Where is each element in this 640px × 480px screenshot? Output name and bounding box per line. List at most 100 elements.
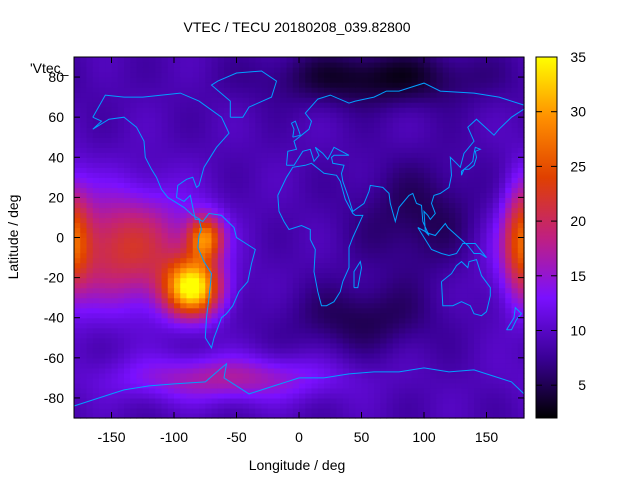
heatmap-cell: [405, 337, 413, 344]
heatmap-cell: [255, 217, 263, 224]
heatmap-cell: [180, 147, 188, 153]
heatmap-cell: [311, 187, 319, 193]
heatmap-cell: [342, 177, 350, 183]
heatmap-cell: [449, 262, 456, 269]
heatmap-cell: [286, 372, 294, 379]
heatmap-cell: [292, 107, 300, 113]
heatmap-cell: [292, 97, 300, 103]
heatmap-cell: [161, 192, 169, 198]
heatmap-cell: [105, 257, 113, 264]
heatmap-cell: [242, 177, 250, 183]
heatmap-cell: [136, 117, 144, 123]
heatmap-cell: [149, 147, 156, 153]
heatmap-cell: [311, 122, 319, 128]
heatmap-cell: [505, 292, 513, 299]
heatmap-cell: [299, 272, 306, 279]
heatmap-cell: [117, 182, 125, 188]
heatmap-cell: [105, 287, 113, 294]
heatmap-cell: [517, 77, 525, 83]
heatmap-cell: [342, 207, 350, 214]
heatmap-cell: [199, 287, 206, 294]
heatmap-cell: [305, 117, 313, 123]
heatmap-cell: [124, 77, 131, 83]
heatmap-cell: [136, 317, 144, 324]
heatmap-cell: [86, 222, 94, 229]
heatmap-cell: [180, 342, 188, 349]
heatmap-cell: [511, 77, 519, 83]
heatmap-cell: [230, 327, 238, 334]
heatmap-cell: [367, 212, 375, 219]
heatmap-cell: [517, 127, 525, 133]
heatmap-cell: [392, 372, 400, 379]
heatmap-cell: [405, 117, 413, 123]
heatmap-cell: [324, 247, 331, 254]
heatmap-cell: [436, 77, 444, 83]
heatmap-cell: [130, 167, 138, 173]
heatmap-cell: [92, 337, 100, 344]
heatmap-cell: [149, 337, 156, 344]
heatmap-cell: [499, 87, 506, 93]
heatmap-cell: [255, 117, 263, 123]
heatmap-cell: [517, 287, 525, 294]
heatmap-cell: [324, 187, 331, 193]
heatmap-cell: [255, 282, 263, 289]
heatmap-cell: [74, 402, 81, 409]
heatmap-cell: [517, 232, 525, 239]
heatmap-cell: [74, 207, 81, 214]
heatmap-cell: [511, 162, 519, 168]
heatmap-cell: [86, 217, 94, 224]
heatmap-cell: [167, 132, 175, 138]
heatmap-cell: [505, 132, 513, 138]
heatmap-cell: [192, 292, 200, 299]
heatmap-cell: [217, 217, 225, 224]
heatmap-cell: [249, 402, 256, 409]
heatmap-cell: [130, 82, 138, 88]
heatmap-cell: [349, 377, 356, 384]
heatmap-cell: [417, 177, 425, 183]
heatmap-cell: [136, 87, 144, 93]
heatmap-cell: [224, 377, 231, 384]
heatmap-cell: [211, 87, 219, 93]
heatmap-cell: [305, 307, 313, 314]
heatmap-cell: [330, 182, 338, 188]
heatmap-cell: [467, 237, 475, 244]
heatmap-cell: [174, 242, 181, 249]
heatmap-cell: [411, 82, 419, 88]
heatmap-cell: [317, 127, 325, 133]
heatmap-cell: [86, 327, 94, 334]
heatmap-cell: [449, 347, 456, 354]
heatmap-cell: [386, 327, 394, 334]
heatmap-cell: [74, 117, 81, 123]
heatmap-cell: [199, 122, 206, 128]
heatmap-cell: [205, 347, 213, 354]
heatmap-cell: [80, 132, 88, 138]
heatmap-cell: [192, 122, 200, 128]
heatmap-cell: [136, 232, 144, 239]
heatmap-cell: [386, 192, 394, 198]
heatmap-cell: [455, 77, 463, 83]
heatmap-cell: [392, 252, 400, 259]
heatmap-cell: [230, 237, 238, 244]
heatmap-cell: [117, 222, 125, 229]
heatmap-cell: [442, 292, 450, 299]
heatmap-cell: [174, 352, 181, 359]
heatmap-cell: [255, 342, 263, 349]
heatmap-cell: [486, 217, 494, 224]
heatmap-cell: [399, 192, 406, 198]
heatmap-cell: [130, 302, 138, 309]
heatmap-cell: [180, 402, 188, 409]
heatmap-cell: [424, 332, 431, 339]
heatmap-cell: [92, 362, 100, 369]
heatmap-cell: [492, 282, 500, 289]
heatmap-cell: [342, 202, 350, 209]
heatmap-cell: [80, 187, 88, 193]
heatmap-cell: [180, 307, 188, 314]
heatmap-cell: [205, 217, 213, 224]
heatmap-cell: [324, 282, 331, 289]
heatmap-cell: [205, 177, 213, 183]
heatmap-cell: [367, 152, 375, 158]
heatmap-cell: [317, 87, 325, 93]
heatmap-cell: [186, 127, 194, 133]
heatmap-cell: [280, 157, 288, 163]
heatmap-cell: [155, 127, 163, 133]
